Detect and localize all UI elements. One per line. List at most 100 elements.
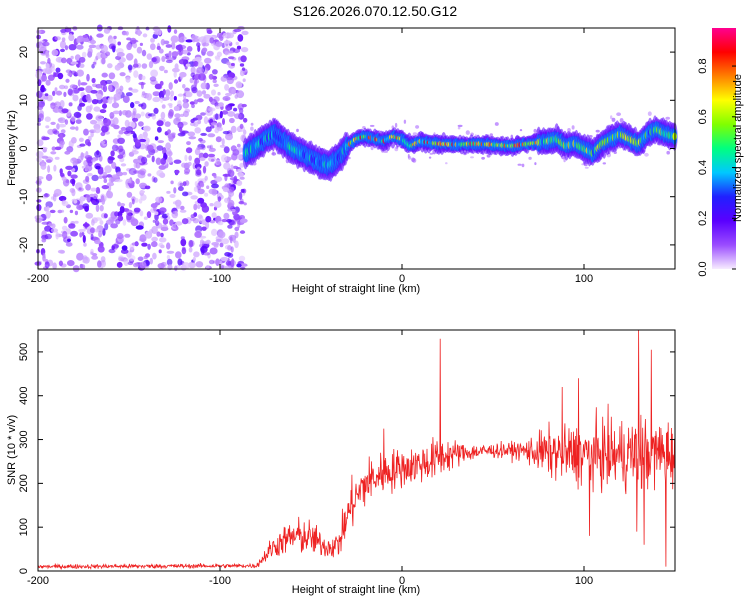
spectrogram-noise-cell: [49, 209, 56, 214]
spectrogram-noise-cell: [139, 42, 143, 47]
spectrogram-noise-cell: [166, 151, 173, 157]
spectrogram-noise-cell: [99, 205, 104, 212]
spectrogram-noise-cell: [141, 91, 146, 96]
spectrogram-noise-cell: [210, 122, 218, 126]
spectrogram-noise-cell: [227, 32, 235, 39]
spectrogram-noise-cell: [228, 56, 235, 60]
spectrogram-noise-cell: [114, 64, 121, 71]
spectrogram-noise-cell: [143, 125, 151, 132]
spectrogram-noise-cell: [120, 163, 127, 167]
spectrogram-noise-cell: [224, 265, 232, 270]
colorbar: 0.0 0.2 0.4 0.6 0.8 Normalized spectral ampl…: [697, 28, 744, 277]
spectrogram-noise-cell: [151, 155, 155, 163]
spectrogram-faint-cell: [602, 162, 606, 165]
spectrogram-noise-cell: [80, 82, 88, 86]
spectrogram-noise-cell: [203, 152, 209, 159]
spectrogram-noise-cell: [78, 228, 86, 233]
spectrogram-noise-cell: [139, 190, 145, 194]
spectrogram-noise-cell: [150, 69, 159, 78]
spectrogram-noise-cell: [68, 33, 73, 41]
snr-x-tick-label: -100: [209, 575, 231, 587]
spectrogram-noise-cell: [169, 194, 176, 198]
spectrogram-noise-cell: [190, 214, 195, 219]
spectrogram-noise-cell: [91, 174, 99, 182]
spectrogram-noise-cell: [185, 39, 193, 43]
spectrogram-noise-cell: [99, 220, 104, 225]
spectrogram-noise-cell: [243, 117, 248, 123]
spectrogram-noise-cell: [81, 51, 87, 58]
spectrogram-noise-cell: [45, 210, 51, 219]
spectrogram-noise-cell: [243, 129, 247, 135]
spectrogram-noise-cell: [37, 104, 44, 111]
spectrogram-noise-cell: [44, 116, 51, 122]
spectrogram-noise-cell: [96, 189, 101, 194]
spectrogram-noise-cell: [182, 262, 190, 270]
spectrogram-faint-cell: [567, 128, 571, 132]
spectrogram-noise-cell: [72, 94, 79, 102]
spectrogram-noise-cell: [189, 101, 195, 105]
spectrogram-noise-cell: [73, 199, 78, 204]
spectrogram-noise-cell: [68, 44, 77, 51]
spectrogram-x-tick-label: 0: [399, 273, 405, 285]
spectrogram-noise-cell: [125, 76, 131, 83]
spectrogram-noise-cell: [174, 265, 178, 272]
spectrogram-noise-cell: [180, 238, 187, 247]
spectrogram-noise-cell: [207, 153, 216, 158]
spectrogram-noise-cell: [194, 79, 198, 88]
spectrogram-noise-cell: [173, 187, 177, 194]
spectrogram-noise-cell: [91, 200, 97, 204]
spectrogram-noise-cell: [105, 79, 113, 85]
spectrogram-noise-cell: [209, 220, 216, 224]
spectrogram-noise-cell: [200, 132, 207, 136]
spectrogram-noise-cell: [79, 232, 83, 238]
spectrogram-noise-cell: [115, 218, 121, 225]
spectrogram-noise-cell: [180, 236, 185, 240]
spectrogram-faint-cell: [619, 118, 624, 123]
spectrogram-noise-cell: [72, 160, 78, 166]
spectrogram-faint-cell: [348, 156, 351, 160]
spectrogram-noise-cell: [146, 144, 154, 151]
spectrogram-noise-cell: [93, 127, 101, 134]
spectrogram-noise-cell: [194, 56, 202, 62]
spectrogram-noise-cell: [121, 31, 128, 36]
spectrogram-noise-cell: [94, 228, 100, 233]
spectrogram-noise-cell: [45, 173, 53, 182]
spectrogram-noise-cell: [168, 104, 173, 109]
spectrogram-noise-cell: [122, 171, 128, 176]
spectrogram-noise-cell: [141, 75, 146, 81]
spectrogram-faint-cell: [584, 166, 589, 169]
spectrogram-noise-cell: [198, 215, 204, 224]
spectrogram-noise-cell: [74, 220, 79, 224]
spectrogram-noise-cell: [64, 119, 69, 125]
spectrogram-noise-cell: [35, 151, 44, 158]
spectrogram-faint-cell: [665, 116, 670, 120]
spectrogram-noise-cell: [41, 135, 47, 141]
spectrogram-noise-cell: [196, 204, 201, 210]
spectrogram-noise-cell: [198, 73, 206, 81]
spectrogram-noise-cell: [213, 243, 219, 248]
spectrogram-noise-cell: [113, 35, 117, 40]
spectrogram-noise-cell: [102, 103, 107, 109]
spectrogram-noise-cell: [61, 176, 67, 182]
spectrogram-noise-cell: [82, 34, 88, 39]
spectrogram-noise-cell: [89, 227, 95, 234]
spectrogram-noise-cell: [204, 192, 209, 197]
spectrogram-noise-cell: [127, 255, 136, 261]
spectrogram-noise-cell: [196, 98, 204, 103]
spectrogram-noise-cell: [148, 61, 154, 69]
spectrogram-noise-cell: [45, 125, 50, 129]
spectrogram-noise-cell: [198, 137, 203, 142]
snr-line: [37, 329, 676, 570]
spectrogram-noise-cell: [167, 129, 171, 135]
spectrogram-noise-cell: [100, 131, 106, 137]
spectrogram-noise-cell: [156, 45, 161, 51]
spectrogram-noise-cell: [57, 209, 63, 214]
spectrogram-noise-cell: [173, 79, 179, 84]
spectrogram-noise-cell: [139, 261, 147, 269]
spectrogram-noise-cell: [234, 226, 240, 232]
spectrogram-noise-cell: [119, 72, 126, 77]
spectrogram-noise-cell: [40, 84, 45, 93]
spectrogram-noise-cell: [82, 259, 88, 264]
spectrogram-noise-cell: [102, 175, 108, 179]
